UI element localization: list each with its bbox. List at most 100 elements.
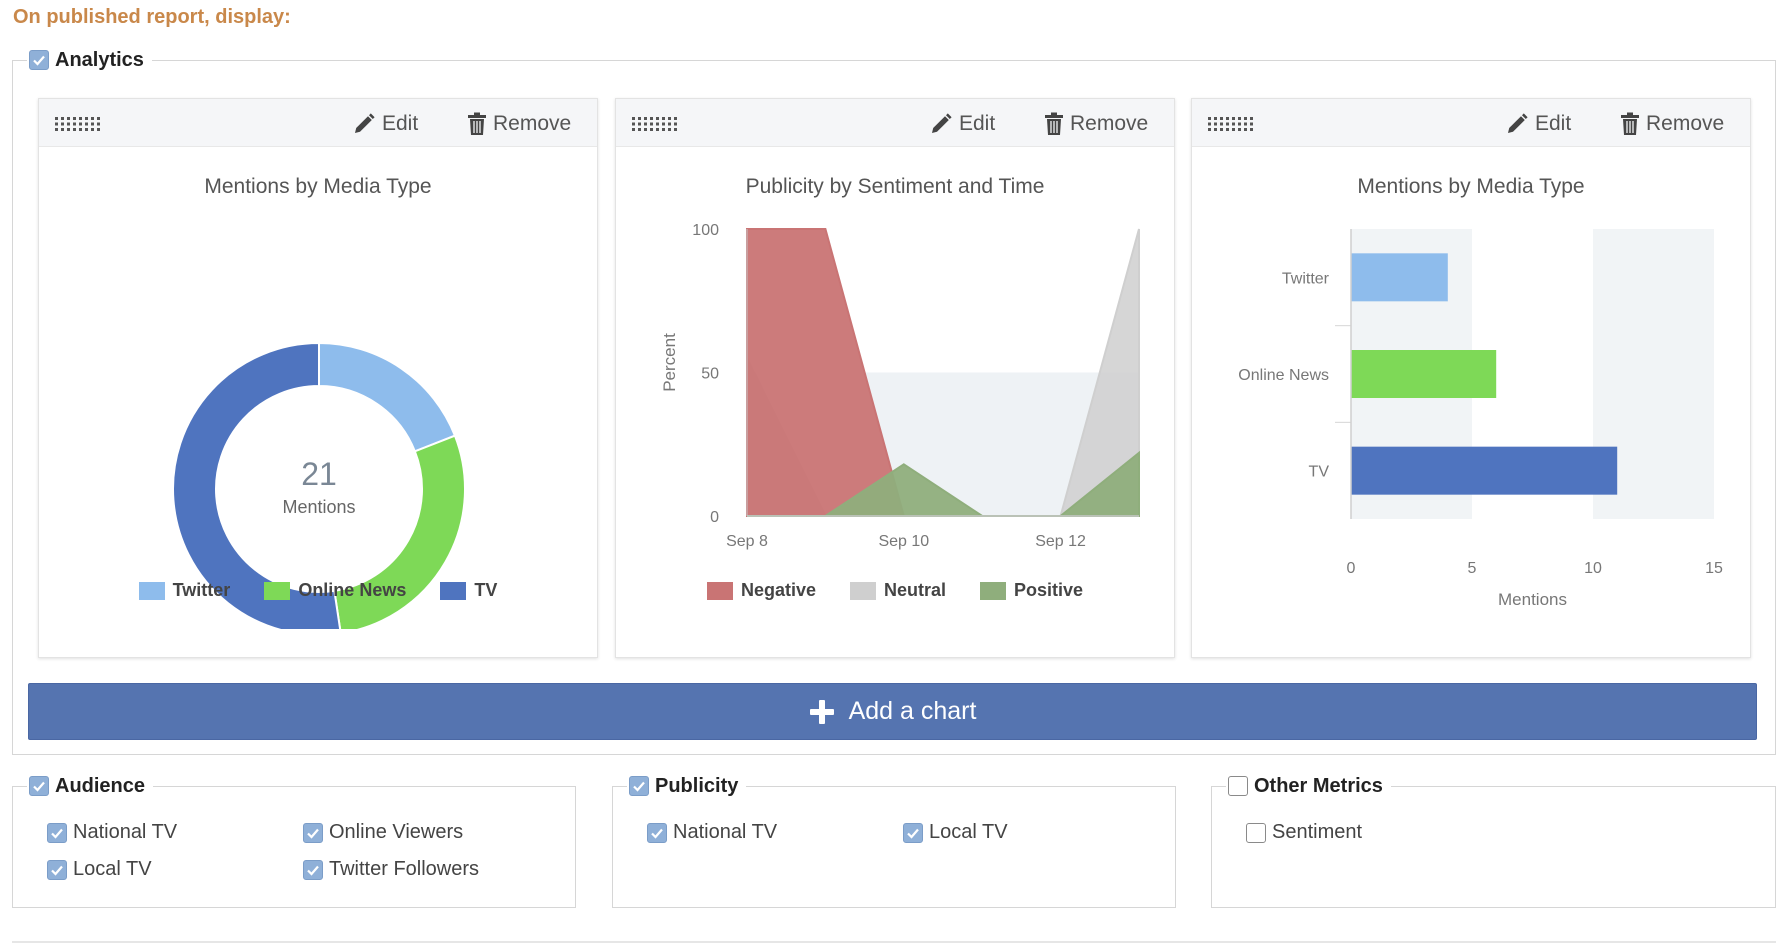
drag-handle-icon[interactable]	[55, 117, 103, 131]
legend-item-negative[interactable]: Negative	[706, 580, 816, 601]
x-axis-label: Mentions	[1498, 590, 1567, 609]
y-axis-label: Percent	[660, 333, 679, 392]
x-tick-label: 5	[1468, 560, 1477, 577]
option-checkbox[interactable]	[647, 822, 667, 843]
checkmark-icon	[907, 828, 919, 839]
pencil-icon	[355, 113, 375, 133]
option-label: Online Viewers	[329, 821, 464, 843]
option-label: Sentiment	[1272, 821, 1363, 843]
panel-header[interactable]: Edit Remove	[616, 99, 1174, 147]
trash-icon	[468, 112, 486, 135]
x-tick-label: Sep 12	[1035, 533, 1086, 550]
checkmark-icon	[33, 781, 45, 792]
option-local-tv[interactable]: Local TV	[903, 821, 1008, 844]
chart-title: Publicity by Sentiment and Time	[745, 175, 1045, 198]
option-local-tv[interactable]: Local TV	[47, 858, 152, 881]
bar-chart: Twitter Online News TV 0 5 10 15 Mentions	[1238, 229, 1723, 609]
y-tick-label: 0	[710, 509, 719, 526]
legend-label: Positive	[1014, 580, 1084, 600]
analytics-label: Analytics	[55, 48, 144, 71]
option-online-viewers[interactable]: Online Viewers	[303, 821, 463, 844]
pencil-icon	[932, 113, 952, 133]
trash-icon	[1621, 112, 1639, 135]
other-metrics-label: Other Metrics	[1254, 774, 1383, 797]
option-label: National TV	[673, 821, 778, 843]
chart-title: Mentions by Media Type	[204, 175, 432, 198]
checkmark-icon	[51, 828, 63, 839]
section-heading: On published report, display:	[13, 6, 291, 28]
chart-panel-area: Edit Remove Publicity by Sentiment and T…	[615, 98, 1175, 658]
option-checkbox[interactable]	[303, 822, 323, 843]
publicity-checkbox[interactable]	[629, 776, 649, 796]
remove-button[interactable]: Remove	[1044, 109, 1148, 139]
checkmark-icon	[633, 781, 645, 792]
bar-tv[interactable]	[1351, 446, 1618, 495]
option-checkbox[interactable]	[47, 859, 67, 880]
legend-item-positive[interactable]: Positive	[980, 580, 1083, 601]
x-tick-label: Sep 10	[878, 533, 929, 550]
donut-center-value: 21	[301, 456, 337, 492]
legend-item-twitter[interactable]: Twitter	[138, 580, 230, 601]
option-national-tv[interactable]: National TV	[47, 821, 177, 844]
publicity-legend: Publicity	[627, 772, 747, 800]
plus-icon	[809, 699, 834, 724]
remove-label: Remove	[1646, 112, 1725, 135]
drag-handle-icon[interactable]	[632, 117, 680, 131]
other-metrics-checkbox[interactable]	[1228, 776, 1248, 796]
edit-button[interactable]: Edit	[929, 109, 995, 139]
donut-slice[interactable]	[172, 341, 342, 629]
divider	[12, 941, 1776, 943]
option-checkbox[interactable]	[303, 859, 323, 880]
checkmark-icon	[51, 865, 63, 876]
legend-swatch	[264, 581, 291, 600]
bar-twitter[interactable]	[1351, 253, 1448, 302]
edit-button[interactable]: Edit	[1505, 109, 1571, 139]
panel-header[interactable]: Edit Remove	[39, 99, 597, 147]
legend-item-tv[interactable]: TV	[440, 580, 497, 601]
legend-item-neutral[interactable]: Neutral	[850, 580, 946, 601]
option-twitter-followers[interactable]: Twitter Followers	[303, 858, 479, 881]
publicity-label: Publicity	[655, 774, 739, 797]
y-tick-label: Twitter	[1282, 270, 1330, 287]
y-tick-label: TV	[1309, 464, 1330, 481]
y-tick-label: 100	[692, 222, 719, 239]
option-checkbox[interactable]	[1246, 822, 1266, 843]
edit-button[interactable]: Edit	[352, 109, 418, 139]
x-tick-label: Sep 8	[726, 533, 768, 550]
donut-slice[interactable]	[333, 434, 466, 629]
remove-label: Remove	[1070, 112, 1149, 135]
audience-checkbox[interactable]	[29, 776, 49, 796]
legend-swatch	[440, 581, 467, 600]
legend-swatch	[980, 581, 1007, 600]
option-checkbox[interactable]	[903, 822, 923, 843]
legend-label: Negative	[740, 580, 816, 600]
option-national-tv[interactable]: National TV	[647, 821, 777, 844]
checkmark-icon	[33, 55, 45, 66]
audience-legend: Audience	[27, 772, 154, 800]
remove-button[interactable]: Remove	[1620, 109, 1724, 139]
checkmark-icon	[651, 828, 663, 839]
x-tick-label: 0	[1347, 560, 1356, 577]
edit-label: Edit	[959, 112, 996, 135]
analytics-legend: Analytics	[27, 46, 152, 74]
bar-online-news[interactable]	[1351, 350, 1497, 398]
legend-item-online-news[interactable]: Online News	[264, 580, 406, 601]
option-label: Local TV	[73, 858, 152, 880]
legend-label: TV	[474, 580, 498, 600]
option-checkbox[interactable]	[47, 822, 67, 843]
add-chart-button[interactable]: Add a chart	[28, 683, 1757, 740]
option-sentiment[interactable]: Sentiment	[1246, 821, 1362, 844]
edit-label: Edit	[382, 112, 419, 135]
audience-label: Audience	[55, 774, 146, 797]
publicity-group: Publicity National TV Local TV	[612, 772, 1176, 908]
analytics-checkbox[interactable]	[29, 50, 49, 70]
donut-chart: 21 Mentions	[172, 341, 466, 629]
remove-button[interactable]: Remove	[467, 109, 571, 139]
legend-swatch	[138, 581, 165, 600]
donut-slice[interactable]	[318, 341, 457, 453]
legend-label: Neutral	[884, 580, 947, 600]
other-metrics-group: Other Metrics Sentiment	[1211, 772, 1776, 908]
panel-header[interactable]: Edit Remove	[1192, 99, 1750, 147]
trash-icon	[1045, 112, 1063, 135]
drag-handle-icon[interactable]	[1208, 117, 1256, 131]
